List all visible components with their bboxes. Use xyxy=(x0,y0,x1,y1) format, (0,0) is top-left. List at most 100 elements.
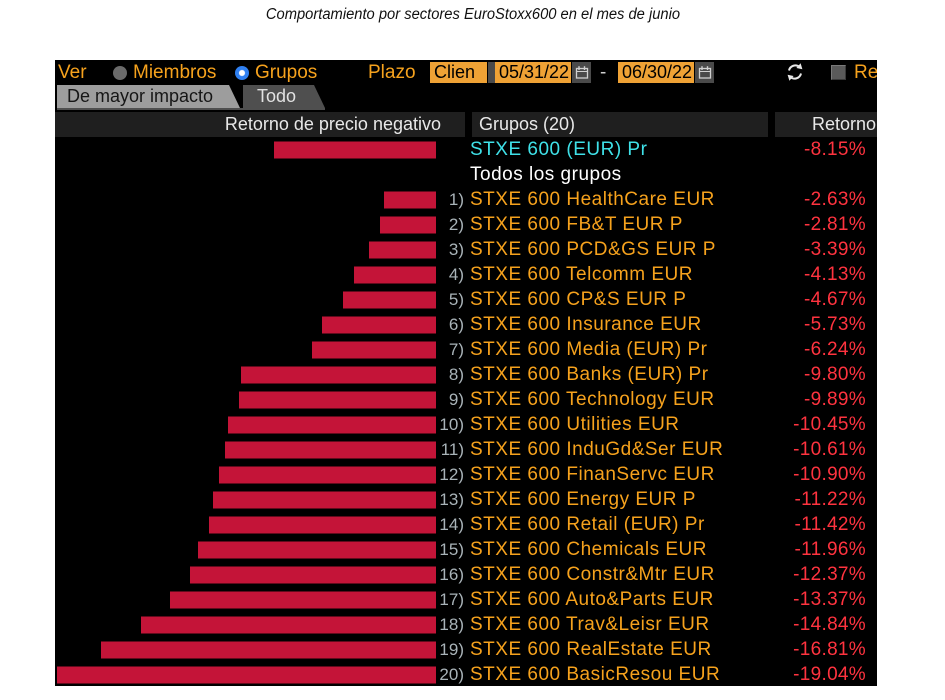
return-value: -10.45% xyxy=(793,414,866,435)
return-value: -6.24% xyxy=(803,339,866,360)
return-value: -11.42% xyxy=(794,514,866,535)
end-date-calendar-button[interactable] xyxy=(695,62,714,83)
table-row[interactable]: 4) STXE 600 Telcomm EUR -4.13% xyxy=(55,262,877,287)
table-row[interactable]: Todos los grupos xyxy=(55,162,877,187)
return-value: -16.81% xyxy=(793,639,866,660)
start-date-calendar-button[interactable] xyxy=(572,62,591,83)
start-date-input[interactable]: 05/31/22 xyxy=(495,62,571,83)
table-row[interactable]: 9) STXE 600 Technology EUR -9.89% xyxy=(55,387,877,412)
row-number: 14) xyxy=(439,515,464,534)
bar-cell: 20) xyxy=(55,662,467,686)
negative-return-bar xyxy=(141,616,436,633)
row-number: 16) xyxy=(439,565,464,584)
negative-return-bar xyxy=(322,316,436,333)
group-label: STXE 600 Technology EUR xyxy=(470,389,715,410)
bloomberg-terminal-window: Ver Miembros Grupos Plazo Clien ▼ 05/31/… xyxy=(55,60,877,686)
end-date-input[interactable]: 06/30/22 xyxy=(618,62,694,83)
bar-cell: 18) xyxy=(55,612,467,637)
bar-cell: 6) xyxy=(55,312,467,337)
table-row[interactable]: 15) STXE 600 Chemicals EUR -11.96% xyxy=(55,537,877,562)
return-value: -8.15% xyxy=(803,139,866,160)
period-select[interactable]: Clien xyxy=(430,62,487,83)
bar-cell: 19) xyxy=(55,637,467,662)
group-label: STXE 600 Insurance EUR xyxy=(470,314,702,335)
negative-return-bar xyxy=(274,141,436,158)
table-row[interactable]: 1) STXE 600 HealthCare EUR -2.63% xyxy=(55,187,877,212)
group-label: STXE 600 Media (EUR) Pr xyxy=(470,339,708,360)
bar-cell: 13) xyxy=(55,487,467,512)
return-value: -19.04% xyxy=(793,664,866,685)
bar-cell: 10) xyxy=(55,412,467,437)
table-row[interactable]: 13) STXE 600 Energy EUR P -11.22% xyxy=(55,487,877,512)
group-label: STXE 600 Constr&Mtr EUR xyxy=(470,564,715,585)
table-row[interactable]: 18) STXE 600 Trav&Leisr EUR -14.84% xyxy=(55,612,877,637)
page-title-text: Comportamiento por sectores EuroStoxx600… xyxy=(265,6,680,23)
negative-return-bar xyxy=(343,291,436,308)
table-row[interactable]: 8) STXE 600 Banks (EUR) Pr -9.80% xyxy=(55,362,877,387)
bar-cell: 16) xyxy=(55,562,467,587)
return-value: -4.67% xyxy=(803,289,866,310)
toolbar: Ver Miembros Grupos Plazo Clien ▼ 05/31/… xyxy=(55,60,877,85)
column-header-negative-return[interactable]: Retorno de precio negativo xyxy=(55,112,465,137)
refresh-button[interactable] xyxy=(785,62,805,83)
negative-return-bar xyxy=(209,516,436,533)
return-value: -3.39% xyxy=(803,239,866,260)
row-number: 12) xyxy=(439,465,464,484)
return-value: -14.84% xyxy=(793,614,866,635)
return-value: -11.22% xyxy=(794,489,866,510)
group-label: STXE 600 InduGd&Ser EUR xyxy=(470,439,724,460)
table-row[interactable]: 19) STXE 600 RealEstate EUR -16.81% xyxy=(55,637,877,662)
group-label: STXE 600 FB&T EUR P xyxy=(470,214,683,235)
table-row[interactable]: 7) STXE 600 Media (EUR) Pr -6.24% xyxy=(55,337,877,362)
row-number: 5) xyxy=(448,290,464,309)
bar-cell: 5) xyxy=(55,287,467,312)
table-row[interactable]: STXE 600 (EUR) Pr -8.15% xyxy=(55,137,877,162)
negative-return-bar xyxy=(228,416,436,433)
page-title: Comportamiento por sectores EuroStoxx600… xyxy=(0,6,945,24)
negative-return-bar xyxy=(198,541,436,558)
negative-return-bar xyxy=(384,191,436,208)
return-value: -11.96% xyxy=(794,539,866,560)
table-row[interactable]: 3) STXE 600 PCD&GS EUR P -3.39% xyxy=(55,237,877,262)
table-row[interactable]: 11) STXE 600 InduGd&Ser EUR -10.61% xyxy=(55,437,877,462)
negative-return-bar xyxy=(312,341,436,358)
table-row[interactable]: 17) STXE 600 Auto&Parts EUR -13.37% xyxy=(55,587,877,612)
table-row[interactable]: 2) STXE 600 FB&T EUR P -2.81% xyxy=(55,212,877,237)
reg-checkbox-label[interactable]: Re xyxy=(854,62,877,83)
group-label: STXE 600 HealthCare EUR xyxy=(470,189,715,210)
tab-bar: De mayor impacto Todo xyxy=(55,85,877,110)
row-number: 19) xyxy=(439,640,464,659)
negative-return-bar xyxy=(380,216,436,233)
tab-de-mayor-impacto[interactable]: De mayor impacto xyxy=(57,85,240,108)
row-number: 20) xyxy=(439,665,464,684)
row-number: 6) xyxy=(448,315,464,334)
bar-cell: 12) xyxy=(55,462,467,487)
bar-cell: 7) xyxy=(55,337,467,362)
view-label: Ver xyxy=(58,62,87,83)
bar-cell: 2) xyxy=(55,212,467,237)
return-value: -9.80% xyxy=(803,364,866,385)
groups-radio-label[interactable]: Grupos xyxy=(255,62,318,83)
table-row[interactable]: 14) STXE 600 Retail (EUR) Pr -11.42% xyxy=(55,512,877,537)
table-row[interactable]: 5) STXE 600 CP&S EUR P -4.67% xyxy=(55,287,877,312)
members-radio-label[interactable]: Miembros xyxy=(133,62,217,83)
column-header-groups[interactable]: Grupos (20) xyxy=(472,112,768,137)
table-row[interactable]: 10) STXE 600 Utilities EUR -10.45% xyxy=(55,412,877,437)
members-radio[interactable] xyxy=(113,66,127,80)
table-row[interactable]: 20) STXE 600 BasicResou EUR -19.04% xyxy=(55,662,877,686)
row-number: 4) xyxy=(448,265,464,284)
bar-cell xyxy=(55,162,467,187)
table-row[interactable]: 6) STXE 600 Insurance EUR -5.73% xyxy=(55,312,877,337)
row-number: 15) xyxy=(439,540,464,559)
return-value: -10.61% xyxy=(793,439,866,460)
groups-radio[interactable] xyxy=(235,66,249,80)
table-row[interactable]: 12) STXE 600 FinanServc EUR -10.90% xyxy=(55,462,877,487)
return-value xyxy=(769,162,877,187)
reg-checkbox[interactable] xyxy=(831,65,846,80)
tab-todo[interactable]: Todo xyxy=(243,85,325,108)
column-header-return[interactable]: Retorno xyxy=(775,112,877,137)
negative-return-bar xyxy=(219,466,436,483)
negative-return-bar xyxy=(225,441,436,458)
table-row[interactable]: 16) STXE 600 Constr&Mtr EUR -12.37% xyxy=(55,562,877,587)
row-number: 10) xyxy=(439,415,464,434)
